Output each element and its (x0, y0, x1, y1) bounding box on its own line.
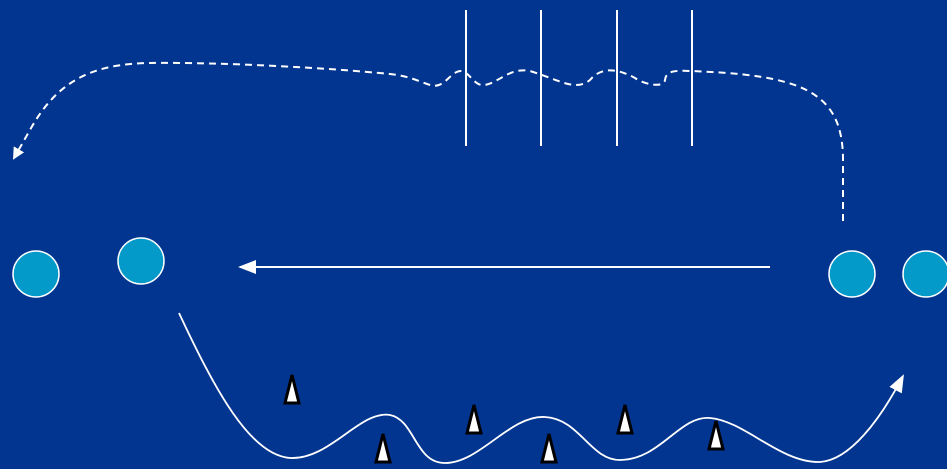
cone-4 (540, 433, 558, 464)
player-left-inner (117, 237, 165, 285)
player-left-outer (12, 250, 60, 298)
hurdles-group (465, 10, 693, 146)
cones-group (283, 374, 725, 464)
players-group (12, 237, 947, 298)
cone-3 (465, 404, 483, 435)
cone-5 (616, 404, 634, 435)
cone-2 (374, 433, 392, 464)
cone-6 (707, 420, 725, 451)
cone-1 (283, 374, 301, 405)
player-right-inner (828, 250, 876, 298)
hurdle-run-path (13, 61, 844, 221)
dribble-weave-path (178, 312, 904, 464)
player-right-outer (902, 250, 947, 298)
